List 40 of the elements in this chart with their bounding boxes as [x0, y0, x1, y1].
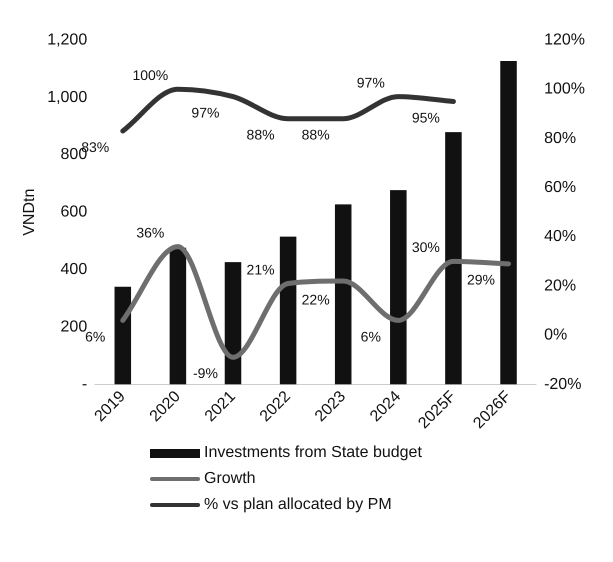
data-label: 6%: [85, 328, 106, 344]
data-label: 88%: [246, 126, 275, 143]
bar: [224, 262, 242, 384]
data-label: 21%: [246, 261, 275, 278]
y2-tick-label: 80%: [544, 130, 576, 147]
y2-tick-label: 0%: [544, 326, 568, 344]
y-tick-label: 400: [60, 260, 88, 278]
data-label: -9%: [192, 365, 218, 382]
bar: [500, 60, 517, 384]
data-label: 88%: [302, 126, 330, 143]
legend-label: Investments from State budget: [204, 444, 422, 462]
y-axis-title: VNDtn: [21, 188, 38, 236]
legend-label: Growth: [204, 470, 256, 488]
y2-tick-label: 40%: [544, 228, 576, 246]
data-label: 30%: [412, 239, 440, 256]
data-label: 97%: [191, 104, 220, 120]
y-tick-label: 1,200: [47, 31, 88, 48]
y2-tick-label: 20%: [544, 277, 576, 294]
y-tick-label: 200: [60, 318, 88, 336]
legend-label: % vs plan allocated by PM: [204, 496, 392, 514]
data-label: 95%: [412, 109, 440, 126]
bar: [390, 190, 407, 384]
bar: [445, 132, 462, 384]
data-label: 6%: [360, 328, 381, 344]
data-label: 100%: [132, 67, 168, 84]
y-tick-label: 1,000: [47, 88, 88, 106]
y2-tick-label: 60%: [544, 178, 576, 196]
data-label: 36%: [136, 224, 164, 240]
bar: [280, 236, 296, 384]
bar: [334, 204, 352, 384]
y-tick-label: -: [82, 376, 88, 393]
data-label: 97%: [356, 74, 385, 90]
data-label: 29%: [466, 272, 495, 288]
y2-tick-label: 120%: [544, 31, 585, 48]
data-label: 22%: [302, 291, 330, 308]
y2-tick-label: -20%: [544, 376, 582, 393]
bar: [114, 286, 132, 384]
bar: [170, 248, 186, 384]
y2-tick-label: 100%: [544, 80, 585, 98]
y-tick-label: 600: [60, 204, 88, 221]
